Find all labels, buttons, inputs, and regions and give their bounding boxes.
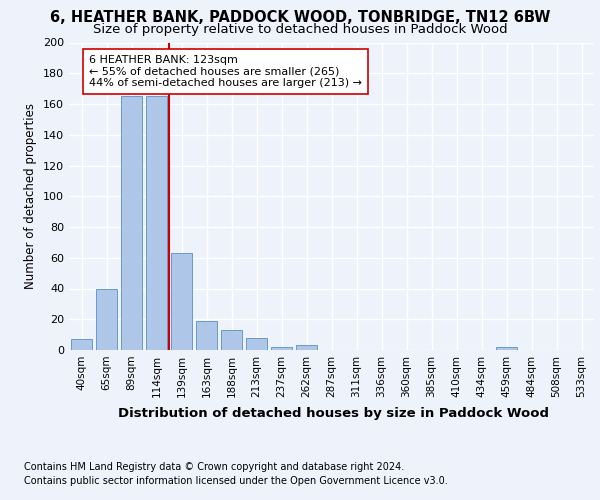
Text: Distribution of detached houses by size in Paddock Wood: Distribution of detached houses by size … xyxy=(118,408,548,420)
Bar xyxy=(121,96,142,350)
Text: 6, HEATHER BANK, PADDOCK WOOD, TONBRIDGE, TN12 6BW: 6, HEATHER BANK, PADDOCK WOOD, TONBRIDGE… xyxy=(50,10,550,25)
Text: Contains HM Land Registry data © Crown copyright and database right 2024.: Contains HM Land Registry data © Crown c… xyxy=(24,462,404,472)
Text: Size of property relative to detached houses in Paddock Wood: Size of property relative to detached ho… xyxy=(92,22,508,36)
Bar xyxy=(271,347,292,350)
Bar xyxy=(146,96,167,350)
Bar xyxy=(296,346,317,350)
Bar xyxy=(171,253,192,350)
Bar xyxy=(196,321,217,350)
Bar xyxy=(496,347,517,350)
Bar xyxy=(221,330,242,350)
Bar xyxy=(71,339,92,350)
Y-axis label: Number of detached properties: Number of detached properties xyxy=(25,104,37,289)
Text: Contains public sector information licensed under the Open Government Licence v3: Contains public sector information licen… xyxy=(24,476,448,486)
Bar xyxy=(246,338,267,350)
Text: 6 HEATHER BANK: 123sqm
← 55% of detached houses are smaller (265)
44% of semi-de: 6 HEATHER BANK: 123sqm ← 55% of detached… xyxy=(89,55,362,88)
Bar xyxy=(96,288,117,350)
